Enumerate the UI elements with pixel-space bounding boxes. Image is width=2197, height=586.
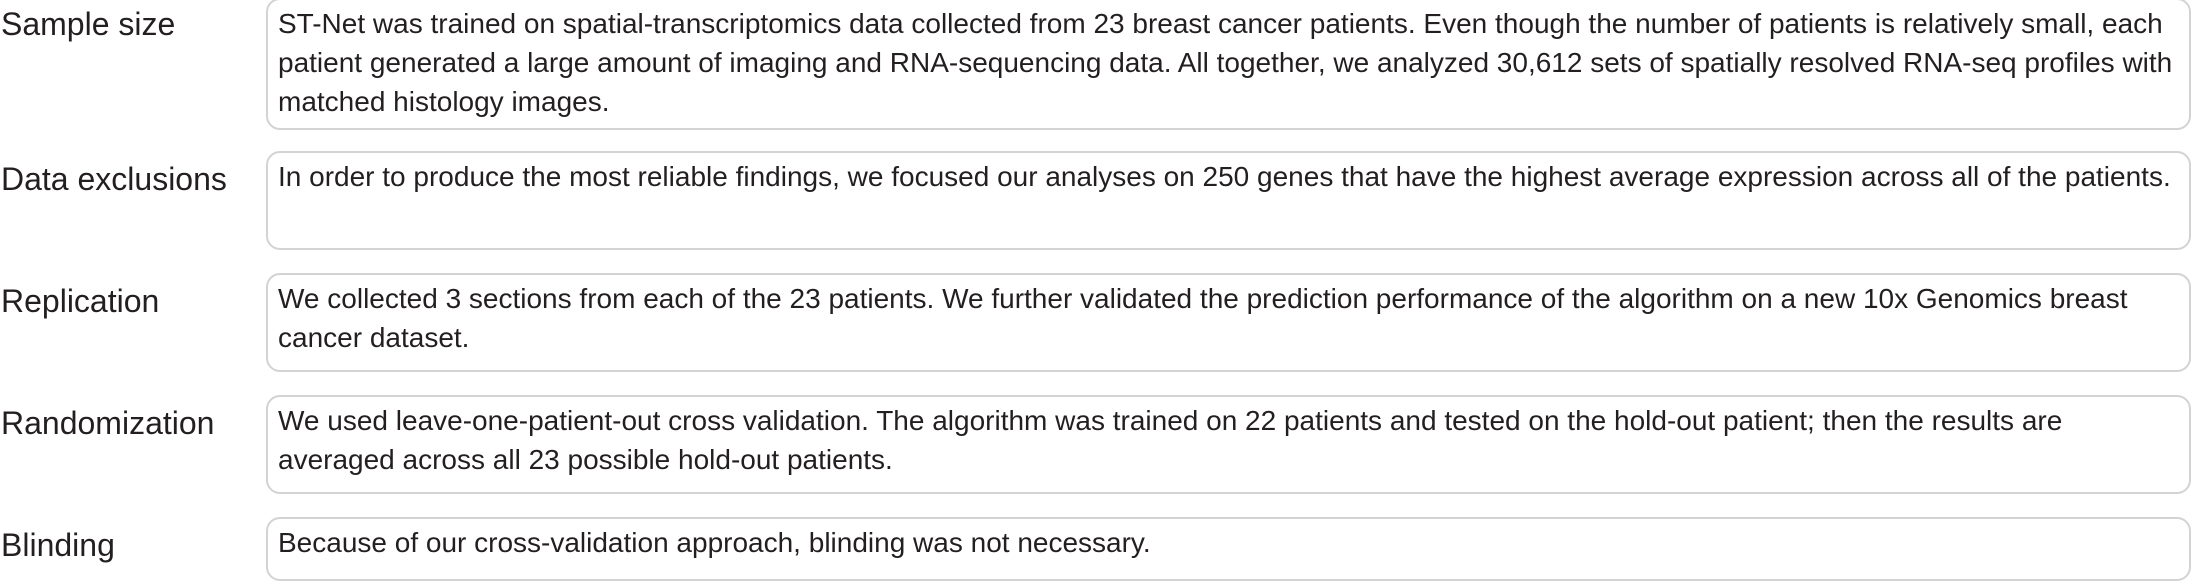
section-label: Sample size	[1, 6, 176, 42]
section-text-box: We collected 3 sections from each of the…	[266, 273, 2191, 372]
section-text-box: We used leave-one-patient-out cross vali…	[266, 395, 2191, 494]
section-label: Data exclusions	[1, 161, 227, 197]
section-label: Randomization	[1, 405, 215, 441]
section-label: Blinding	[1, 527, 115, 563]
section-text-box: In order to produce the most reliable fi…	[266, 151, 2191, 250]
section-label: Replication	[1, 283, 160, 319]
section-text-box: ST-Net was trained on spatial-transcript…	[266, 0, 2191, 130]
section-text-box: Because of our cross-validation approach…	[266, 517, 2191, 581]
